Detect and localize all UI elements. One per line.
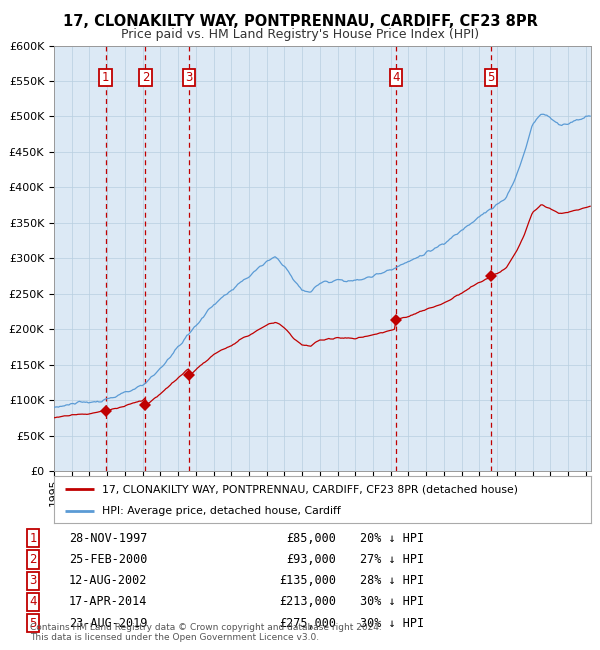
Text: 4: 4	[29, 595, 37, 608]
Text: 30% ↓ HPI: 30% ↓ HPI	[360, 617, 424, 630]
Text: £275,000: £275,000	[279, 617, 336, 630]
Text: £135,000: £135,000	[279, 575, 336, 588]
Text: 3: 3	[29, 575, 37, 588]
Text: 27% ↓ HPI: 27% ↓ HPI	[360, 553, 424, 566]
Text: 17, CLONAKILTY WAY, PONTPRENNAU, CARDIFF, CF23 8PR (detached house): 17, CLONAKILTY WAY, PONTPRENNAU, CARDIFF…	[103, 484, 518, 494]
Text: 23-AUG-2019: 23-AUG-2019	[69, 617, 148, 630]
Text: 2: 2	[29, 553, 37, 566]
Text: £85,000: £85,000	[286, 532, 336, 545]
Text: 12-AUG-2002: 12-AUG-2002	[69, 575, 148, 588]
Text: 1: 1	[102, 71, 109, 84]
Text: £93,000: £93,000	[286, 553, 336, 566]
Text: HPI: Average price, detached house, Cardiff: HPI: Average price, detached house, Card…	[103, 506, 341, 515]
Text: Price paid vs. HM Land Registry's House Price Index (HPI): Price paid vs. HM Land Registry's House …	[121, 28, 479, 41]
Text: 5: 5	[487, 71, 494, 84]
Text: 1: 1	[29, 532, 37, 545]
Text: 30% ↓ HPI: 30% ↓ HPI	[360, 595, 424, 608]
Text: 25-FEB-2000: 25-FEB-2000	[69, 553, 148, 566]
Text: 2: 2	[142, 71, 149, 84]
Text: 17-APR-2014: 17-APR-2014	[69, 595, 148, 608]
Text: Contains HM Land Registry data © Crown copyright and database right 2024.
This d: Contains HM Land Registry data © Crown c…	[30, 623, 382, 642]
Text: 4: 4	[392, 71, 400, 84]
Text: £213,000: £213,000	[279, 595, 336, 608]
Text: 17, CLONAKILTY WAY, PONTPRENNAU, CARDIFF, CF23 8PR: 17, CLONAKILTY WAY, PONTPRENNAU, CARDIFF…	[62, 14, 538, 29]
Text: 28-NOV-1997: 28-NOV-1997	[69, 532, 148, 545]
Text: 5: 5	[29, 617, 37, 630]
Text: 28% ↓ HPI: 28% ↓ HPI	[360, 575, 424, 588]
Text: 3: 3	[185, 71, 193, 84]
Text: 20% ↓ HPI: 20% ↓ HPI	[360, 532, 424, 545]
